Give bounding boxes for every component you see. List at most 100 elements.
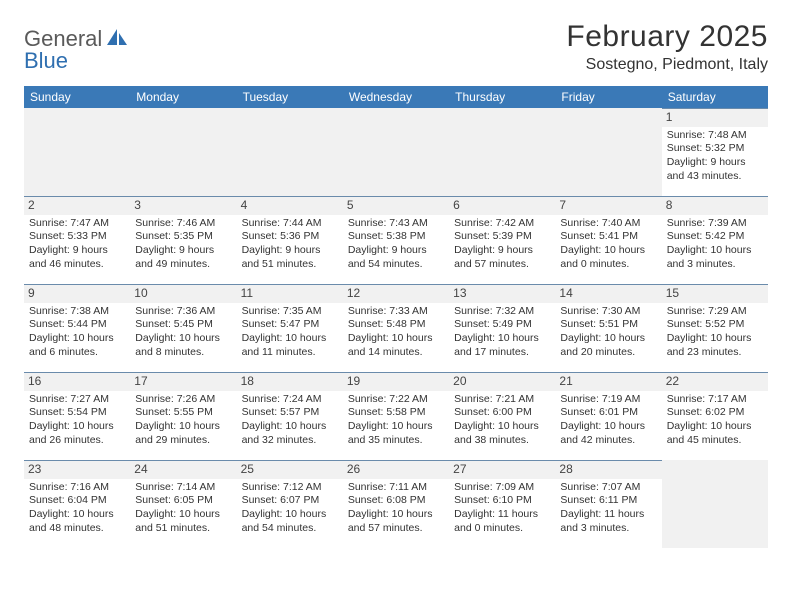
daylight1-text: Daylight: 10 hours <box>667 332 763 346</box>
day-cell: 19Sunrise: 7:22 AMSunset: 5:58 PMDayligh… <box>343 372 449 460</box>
daylight1-text: Daylight: 10 hours <box>454 332 550 346</box>
day-number: 1 <box>662 109 768 127</box>
day-cell: 25Sunrise: 7:12 AMSunset: 6:07 PMDayligh… <box>237 460 343 548</box>
day-cell: 27 Sunrise: 7:09 AMSunset: 6:10 PMDayligh… <box>449 460 555 548</box>
daylight1-text: Daylight: 10 hours <box>560 420 656 434</box>
daylight2-text: and 17 minutes. <box>454 346 550 360</box>
daylight1-text: Daylight: 10 hours <box>560 244 656 258</box>
daylight2-text: and 57 minutes. <box>348 522 444 536</box>
sunset-text: Sunset: 5:52 PM <box>667 318 763 332</box>
daylight2-text: and 51 minutes. <box>135 522 231 536</box>
day-number: 20 <box>449 373 555 391</box>
sunset-text: Sunset: 5:42 PM <box>667 230 763 244</box>
day-number: 7 <box>555 197 661 215</box>
daylight2-text: and 45 minutes. <box>667 434 763 448</box>
header: General February 2025 Sostegno, Piedmont… <box>24 20 768 74</box>
daylight1-text: Daylight: 10 hours <box>348 508 444 522</box>
sunrise-text: Sunrise: 7:33 AM <box>348 305 444 319</box>
sunrise-text: Sunrise: 7:22 AM <box>348 393 444 407</box>
day-number: 13 <box>449 285 555 303</box>
day-cell: 21Sunrise: 7:19 AMSunset: 6:01 PMDayligh… <box>555 372 661 460</box>
title-block: February 2025 Sostegno, Piedmont, Italy <box>566 20 768 74</box>
sail-icon <box>106 28 128 51</box>
sunrise-text: Sunrise: 7:35 AM <box>242 305 338 319</box>
day-cell: 13Sunrise: 7:32 AMSunset: 5:49 PMDayligh… <box>449 284 555 372</box>
day-number: 10 <box>130 285 236 303</box>
sunset-text: Sunset: 5:47 PM <box>242 318 338 332</box>
location-subtitle: Sostegno, Piedmont, Italy <box>566 56 768 74</box>
sunrise-text: Sunrise: 7:21 AM <box>454 393 550 407</box>
day-cell: 12Sunrise: 7:33 AMSunset: 5:48 PMDayligh… <box>343 284 449 372</box>
empty-cell <box>24 108 130 196</box>
sunset-text: Sunset: 6:10 PM <box>454 494 550 508</box>
day-cell: 5Sunrise: 7:43 AMSunset: 5:38 PMDaylight… <box>343 196 449 284</box>
day-number: 5 <box>343 197 449 215</box>
day-cell: 10Sunrise: 7:36 AMSunset: 5:45 PMDayligh… <box>130 284 236 372</box>
daylight1-text: Daylight: 10 hours <box>454 420 550 434</box>
day-number: 27 <box>449 461 555 479</box>
sunset-text: Sunset: 5:45 PM <box>135 318 231 332</box>
empty-cell <box>662 460 768 548</box>
empty-cell <box>237 108 343 196</box>
daylight2-text: and 26 minutes. <box>29 434 125 448</box>
sunset-text: Sunset: 5:36 PM <box>242 230 338 244</box>
daylight2-text: and 32 minutes. <box>242 434 338 448</box>
sunrise-text: Sunrise: 7:09 AM <box>454 481 550 495</box>
sunrise-text: Sunrise: 7:47 AM <box>29 217 125 231</box>
sunrise-text: Sunrise: 7:40 AM <box>560 217 656 231</box>
daylight2-text: and 3 minutes. <box>667 258 763 272</box>
weekday-header-row: SundayMondayTuesdayWednesdayThursdayFrid… <box>24 86 768 108</box>
daylight1-text: Daylight: 10 hours <box>29 508 125 522</box>
daylight1-text: Daylight: 10 hours <box>135 508 231 522</box>
sunrise-text: Sunrise: 7:39 AM <box>667 217 763 231</box>
daylight1-text: Daylight: 10 hours <box>135 420 231 434</box>
daylight1-text: Daylight: 9 hours <box>135 244 231 258</box>
day-cell: 3Sunrise: 7:46 AMSunset: 5:35 PMDaylight… <box>130 196 236 284</box>
sunset-text: Sunset: 5:49 PM <box>454 318 550 332</box>
day-cell: 24Sunrise: 7:14 AMSunset: 6:05 PMDayligh… <box>130 460 236 548</box>
sunset-text: Sunset: 5:48 PM <box>348 318 444 332</box>
day-cell: 4Sunrise: 7:44 AMSunset: 5:36 PMDaylight… <box>237 196 343 284</box>
calendar-page: General February 2025 Sostegno, Piedmont… <box>0 0 792 568</box>
sunset-text: Sunset: 6:11 PM <box>560 494 656 508</box>
daylight1-text: Daylight: 10 hours <box>242 420 338 434</box>
sunrise-text: Sunrise: 7:19 AM <box>560 393 656 407</box>
day-cell: 26Sunrise: 7:11 AMSunset: 6:08 PMDayligh… <box>343 460 449 548</box>
logo-text-blue: Blue <box>24 48 68 73</box>
empty-cell <box>449 108 555 196</box>
day-number: 16 <box>24 373 130 391</box>
daylight1-text: Daylight: 10 hours <box>29 420 125 434</box>
daylight2-text: and 20 minutes. <box>560 346 656 360</box>
sunset-text: Sunset: 6:07 PM <box>242 494 338 508</box>
day-number: 23 <box>24 461 130 479</box>
day-number: 28 <box>555 461 661 479</box>
empty-cell <box>130 108 236 196</box>
daylight1-text: Daylight: 10 hours <box>135 332 231 346</box>
day-number: 2 <box>24 197 130 215</box>
sunrise-text: Sunrise: 7:29 AM <box>667 305 763 319</box>
daylight1-text: Daylight: 11 hours <box>454 508 550 522</box>
sunrise-text: Sunrise: 7:46 AM <box>135 217 231 231</box>
daylight2-text: and 42 minutes. <box>560 434 656 448</box>
day-cell: 1Sunrise: 7:48 AMSunset: 5:32 PMDaylight… <box>662 108 768 196</box>
sunset-text: Sunset: 5:55 PM <box>135 406 231 420</box>
daylight2-text: and 48 minutes. <box>29 522 125 536</box>
sunrise-text: Sunrise: 7:43 AM <box>348 217 444 231</box>
weekday-header: Tuesday <box>237 86 343 108</box>
sunset-text: Sunset: 6:08 PM <box>348 494 444 508</box>
daylight1-text: Daylight: 10 hours <box>242 508 338 522</box>
sunrise-text: Sunrise: 7:30 AM <box>560 305 656 319</box>
sunrise-text: Sunrise: 7:16 AM <box>29 481 125 495</box>
day-cell: 8Sunrise: 7:39 AMSunset: 5:42 PMDaylight… <box>662 196 768 284</box>
sunrise-text: Sunrise: 7:27 AM <box>29 393 125 407</box>
daylight1-text: Daylight: 10 hours <box>348 420 444 434</box>
day-cell: 17Sunrise: 7:26 AMSunset: 5:55 PMDayligh… <box>130 372 236 460</box>
day-number: 22 <box>662 373 768 391</box>
sunset-text: Sunset: 5:44 PM <box>29 318 125 332</box>
day-number: 18 <box>237 373 343 391</box>
day-number: 8 <box>662 197 768 215</box>
daylight2-text: and 6 minutes. <box>29 346 125 360</box>
sunrise-text: Sunrise: 7:11 AM <box>348 481 444 495</box>
day-cell: 6Sunrise: 7:42 AMSunset: 5:39 PMDaylight… <box>449 196 555 284</box>
daylight2-text: and 38 minutes. <box>454 434 550 448</box>
